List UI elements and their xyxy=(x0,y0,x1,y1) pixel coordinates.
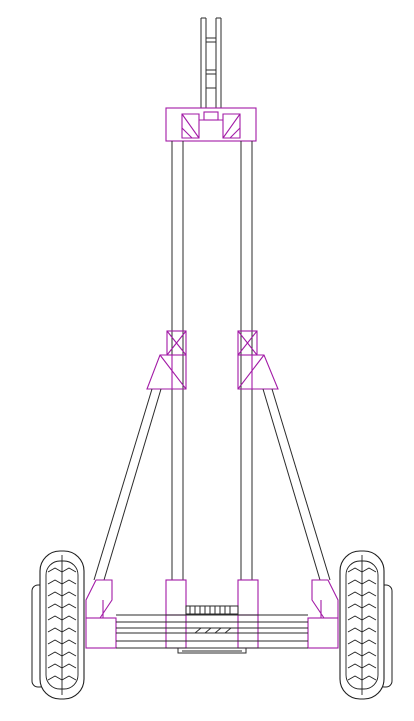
left-wheel xyxy=(31,550,85,700)
top-handle xyxy=(200,17,222,109)
right-mid-bracket xyxy=(237,330,279,390)
left-lower-bracket xyxy=(85,579,117,649)
right-diagonal-strut xyxy=(262,388,331,581)
right-wheel-tread-pattern xyxy=(347,567,377,681)
left-wheel-tread-pattern xyxy=(47,567,77,681)
left-upright xyxy=(171,141,184,580)
right-upright xyxy=(240,141,253,580)
right-lower-bracket xyxy=(307,579,339,649)
left-mid-bracket xyxy=(146,330,187,390)
right-wheel xyxy=(339,550,393,700)
left-diagonal-strut xyxy=(93,388,162,581)
axle-assembly xyxy=(116,605,308,654)
top-bracket xyxy=(165,107,257,142)
